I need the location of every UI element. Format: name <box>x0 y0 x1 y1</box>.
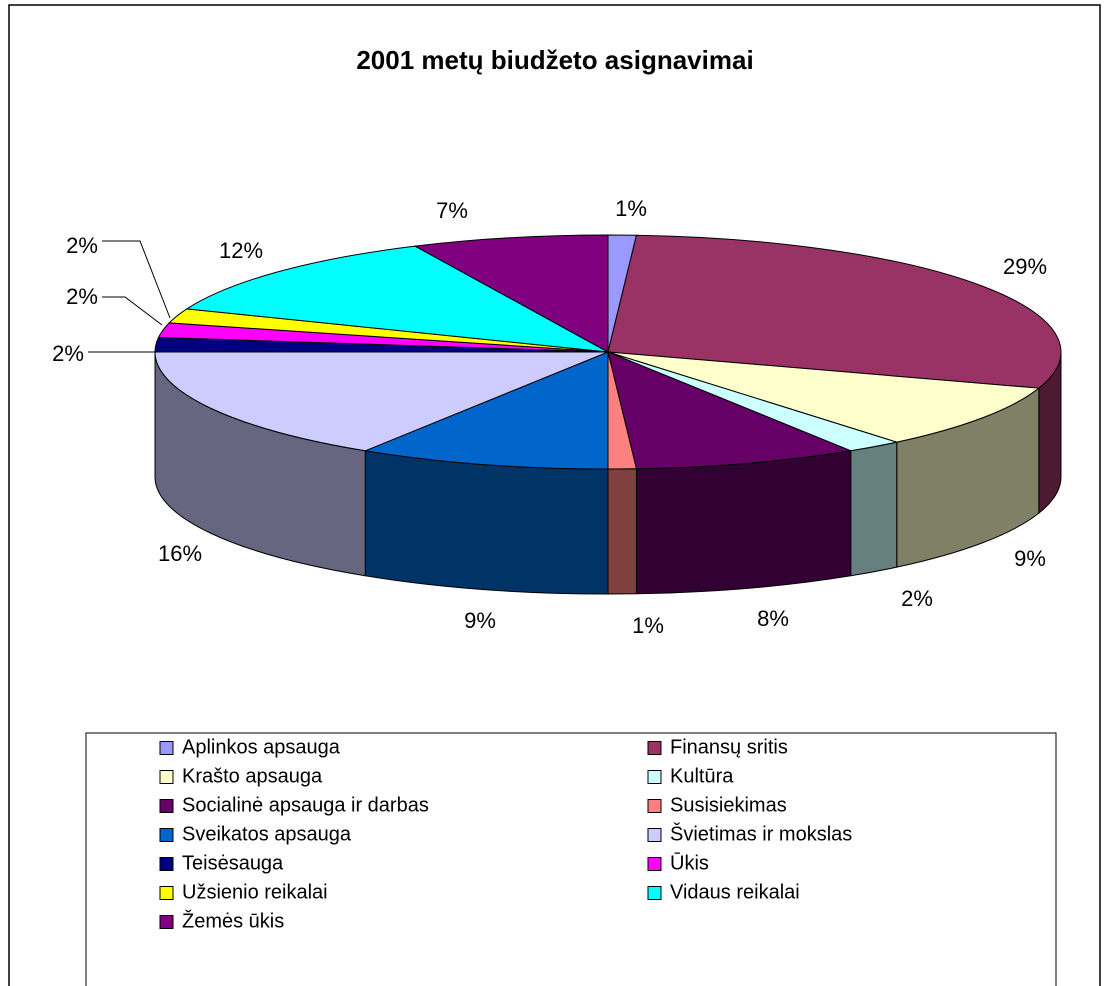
legend-label: Aplinkos apsauga <box>182 736 341 758</box>
legend-swatch <box>159 799 174 813</box>
legend-label: Švietimas ir mokslas <box>670 822 852 845</box>
pie-side <box>607 468 637 595</box>
legend-label: Teisėsauga <box>182 852 284 874</box>
data-label: 8% <box>757 606 789 631</box>
data-label: 2% <box>66 233 98 258</box>
legend-swatch <box>159 886 174 900</box>
data-label: 2% <box>901 586 933 611</box>
data-label: 9% <box>1014 546 1046 571</box>
pie-slice <box>363 351 609 470</box>
legend-label: Žemės ūkis <box>182 909 284 932</box>
legend-swatch <box>647 770 662 784</box>
data-label: 9% <box>464 608 496 633</box>
legend-swatch <box>159 770 174 784</box>
data-label: 2% <box>66 284 98 309</box>
pie-slice <box>154 351 609 452</box>
data-label: 1% <box>615 196 647 221</box>
legend-swatch <box>647 799 662 813</box>
pie-slice <box>607 351 1041 443</box>
legend-label: Ūkis <box>670 851 709 874</box>
legend-label: Socialinė apsauga ir darbas <box>182 794 429 816</box>
pie-side <box>364 450 609 595</box>
data-label: 7% <box>436 198 468 223</box>
pie-slice <box>185 245 609 353</box>
legend-label: Finansų sritis <box>670 736 788 758</box>
legend-label: Užsienio reikalai <box>182 881 328 903</box>
legend-swatch <box>159 828 174 842</box>
legend-swatch <box>159 857 174 871</box>
pie-slice <box>413 234 609 353</box>
data-label: 12% <box>219 238 263 263</box>
pie-side <box>635 450 852 595</box>
legend-swatch <box>647 857 662 871</box>
pie-side <box>850 441 898 577</box>
legend-label: Vidaus reikalai <box>670 881 800 903</box>
legend-label: Sveikatos apsauga <box>182 823 352 845</box>
legend-swatch <box>159 915 174 929</box>
pie-slice <box>607 351 853 470</box>
legend-swatch <box>159 741 174 755</box>
legend-label: Susisiekimas <box>670 794 787 816</box>
pie-slice <box>607 234 1062 389</box>
leader-line <box>102 296 163 326</box>
data-label: 2% <box>52 341 84 366</box>
data-label: 16% <box>158 541 202 566</box>
legend-box <box>85 732 1057 986</box>
data-label: 29% <box>1003 254 1047 279</box>
leader-line <box>102 240 171 319</box>
legend-label: Krašto apsauga <box>182 765 323 787</box>
legend-swatch <box>647 741 662 755</box>
legend-swatch <box>647 886 662 900</box>
legend-swatch <box>647 828 662 842</box>
data-label: 1% <box>632 613 664 638</box>
chart-title: 2001 metų biudžeto asignavimai <box>356 45 753 75</box>
legend-label: Kultūra <box>670 765 734 787</box>
